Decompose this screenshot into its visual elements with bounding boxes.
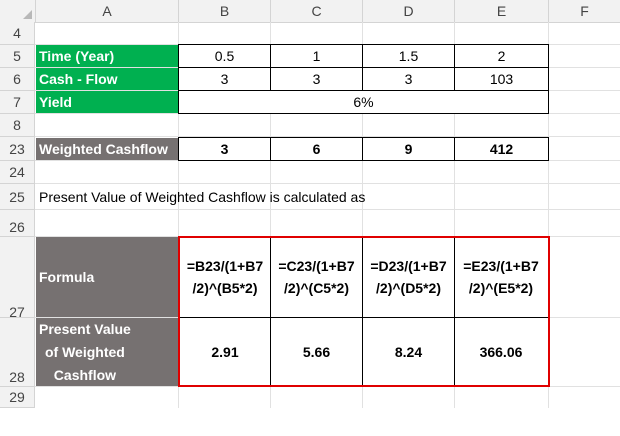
weighted-cell-b23[interactable]: 3 [178,137,271,161]
highlight-box [178,236,550,387]
column-header-d[interactable]: D [363,0,455,22]
row-header-7[interactable]: 7 [0,91,35,114]
table-border [454,236,455,387]
row-header-24[interactable]: 24 [0,161,35,184]
cashflow-cell-b6[interactable]: 3 [178,67,271,91]
gridline [35,183,620,184]
formula-cell-e27[interactable]: =E23/(1+B7 /2)^(E5*2) [463,258,539,296]
formula-cell-d27[interactable]: =D23/(1+B7 /2)^(D5*2) [370,258,447,296]
column-header-f[interactable]: F [580,3,589,19]
weighted-cell-c23[interactable]: 6 [270,137,363,161]
gridline [178,22,179,408]
time-cell-e5[interactable]: 2 [454,44,549,68]
table-border [178,317,550,318]
formula-cell-c27[interactable]: =C23/(1+B7 /2)^(C5*2) [278,258,355,296]
row-header-23[interactable]: 23 [0,137,35,161]
present-value-label-cell[interactable]: Present Value of Weighted Cashflow [36,318,178,386]
cashflow-cell-c6[interactable]: 3 [270,67,363,91]
time-cell-b5[interactable]: 0.5 [178,44,271,68]
column-header-c[interactable]: C [271,0,363,22]
yield-merged-cell[interactable]: 6% [178,90,549,114]
row-header-27[interactable]: 27 [0,237,35,320]
row-header-28[interactable]: 28 [0,318,35,387]
gridline [35,136,620,137]
pv-cell-e28[interactable]: 366.06 [479,343,523,360]
weighted-cell-e23[interactable]: 412 [454,137,549,161]
gridline [548,22,549,408]
row-header-8[interactable]: 8 [0,114,35,137]
row-header-26[interactable]: 26 [0,210,35,237]
cashflow-cell-e6[interactable]: 103 [454,67,549,91]
spreadsheet: A B C D E F 4 5 6 7 8 23 24 25 26 27 28 … [0,0,620,408]
time-label-cell[interactable]: Time (Year) [36,45,178,67]
column-header-b[interactable]: B [179,0,271,22]
row-header-4[interactable]: 4 [0,22,35,45]
gridline [35,209,620,210]
column-header-a[interactable]: A [36,0,179,22]
time-cell-d5[interactable]: 1.5 [362,44,455,68]
formula-label-cell[interactable]: Formula [36,237,178,317]
gridline [362,22,363,408]
table-border [270,236,271,387]
row-header-29[interactable]: 29 [0,387,35,408]
pv-cell-c28[interactable]: 5.66 [302,343,331,360]
weighted-cell-d23[interactable]: 9 [362,137,455,161]
row-header-6[interactable]: 6 [0,68,35,91]
cashflow-cell-d6[interactable]: 3 [362,67,455,91]
row-header-5[interactable]: 5 [0,45,35,68]
time-cell-c5[interactable]: 1 [270,44,363,68]
gridline [454,22,455,408]
yield-label-cell[interactable]: Yield [36,91,178,113]
column-header-e[interactable]: E [455,0,549,22]
pv-cell-b28[interactable]: 2.91 [211,343,239,360]
table-border [362,236,363,387]
formula-cell-b27[interactable]: =B23/(1+B7 /2)^(B5*2) [186,258,264,296]
gridline [270,22,271,408]
column-header-row [0,0,620,23]
select-all-icon [23,10,32,19]
row-header-25[interactable]: 25 [0,184,35,210]
note-text-cell[interactable]: Present Value of Weighted Cashflow is ca… [39,188,366,205]
pv-cell-d28[interactable]: 8.24 [394,343,423,360]
weighted-cashflow-label-cell[interactable]: Weighted Cashflow [36,138,178,160]
cashflow-label-cell[interactable]: Cash - Flow [36,68,178,90]
select-all-corner[interactable] [0,0,36,22]
